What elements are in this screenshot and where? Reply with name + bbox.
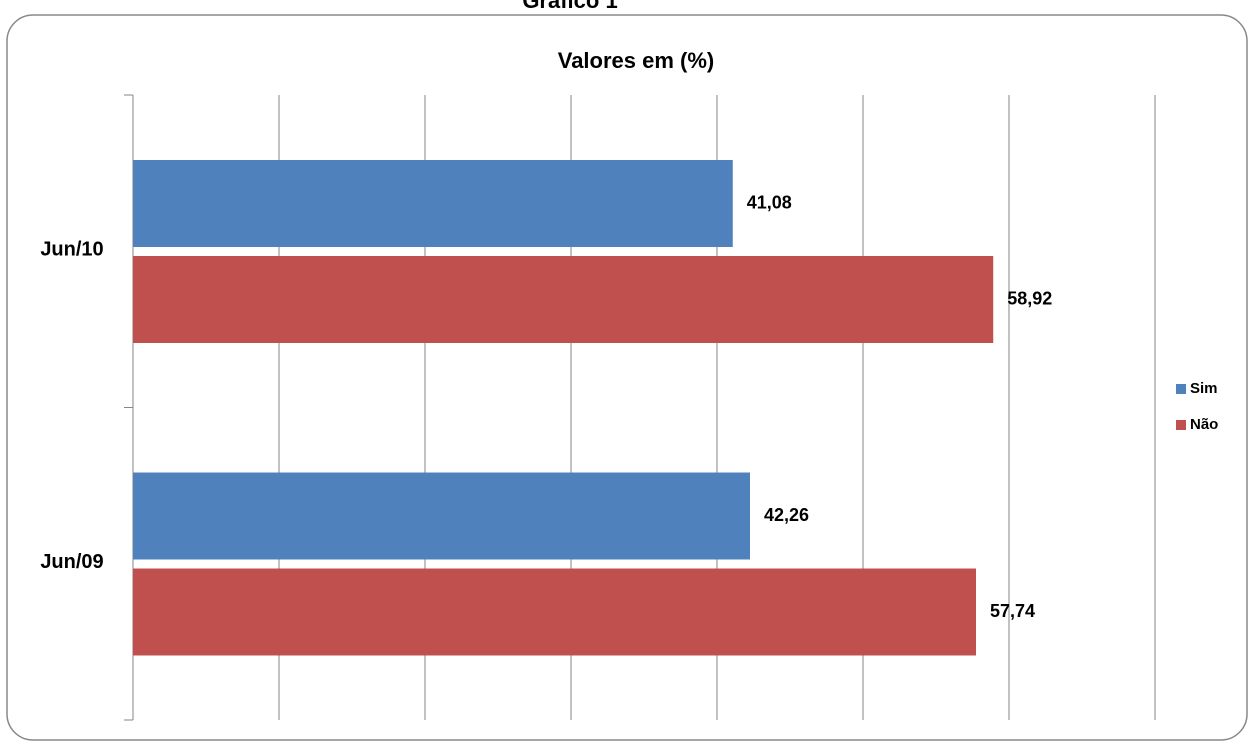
legend-swatch [1176, 384, 1186, 394]
y-tick-label: Jun/09 [40, 551, 103, 573]
legend-label: Sim [1190, 380, 1218, 397]
bar [133, 160, 733, 247]
legend-label: Não [1190, 416, 1218, 433]
super-title: Gráfico 1 [522, 0, 617, 13]
bar [133, 568, 977, 656]
data-label: 42,26 [764, 505, 809, 525]
data-label: 57,74 [990, 601, 1035, 621]
bar [133, 472, 750, 560]
legend-swatch [1176, 420, 1186, 430]
chart-title: Valores em (%) [558, 48, 715, 73]
bar [133, 256, 994, 343]
title-backdrop [480, 0, 680, 14]
y-tick-label: Jun/10 [40, 239, 103, 261]
data-label: 58,92 [1007, 288, 1052, 308]
data-label: 41,08 [747, 192, 792, 212]
